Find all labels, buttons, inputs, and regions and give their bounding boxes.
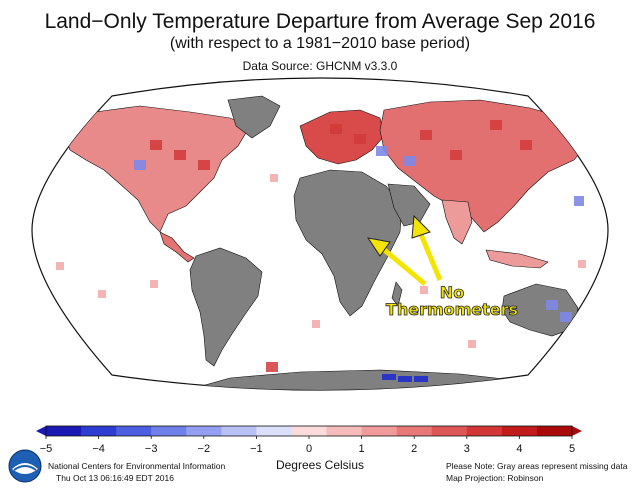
indonesia — [485, 249, 549, 269]
colorbar-ticks: −5 −4 −3 −2 −1 0 1 2 3 4 5 — [40, 436, 575, 455]
colorbar-segment — [431, 426, 468, 436]
colorbar-tick-label: −2 — [198, 443, 211, 455]
greenland — [227, 95, 281, 139]
colorbar-segment — [361, 426, 398, 436]
colorbar — [36, 425, 582, 437]
annotation-line2: Thermometers — [386, 300, 518, 319]
colorbar-tick-label: 3 — [464, 443, 470, 455]
colorbar-arrow-high — [572, 426, 582, 436]
australia — [501, 283, 579, 337]
colorbar-label: Degrees Celsius — [275, 458, 365, 472]
colorbar-segment — [81, 426, 117, 436]
colorbar-tick-label: −4 — [92, 443, 105, 455]
asia — [379, 99, 591, 233]
north-america — [61, 105, 251, 233]
colorbar-tick-label: 1 — [359, 443, 365, 455]
colorbar-tick-label: −5 — [40, 443, 53, 455]
cool-cells — [134, 146, 584, 322]
colorbar-segment — [186, 426, 222, 436]
footer-org: National Centers for Environmental Infor… — [48, 461, 226, 471]
arrow-arabia — [417, 231, 443, 281]
colorbar-tick-label: 0 — [306, 443, 312, 455]
data-source: Data Source: GHCNM v3.3.0 — [242, 59, 398, 73]
colorbar-segment — [501, 426, 538, 436]
africa — [293, 169, 403, 317]
central-america — [159, 231, 195, 263]
colorbar-segment — [396, 426, 433, 436]
footer-left: National Centers for Environmental Infor… — [48, 461, 225, 484]
footer-note: Please Note: Gray areas represent missin… — [446, 461, 628, 471]
india — [441, 199, 473, 245]
colorbar-segment — [291, 426, 328, 436]
warm-cells — [150, 120, 532, 372]
annotation-line1: No — [440, 283, 464, 302]
colorbar-segment — [116, 426, 152, 436]
arrow-africa — [380, 246, 427, 286]
new-zealand — [585, 335, 599, 355]
footer-right: Please Note: Gray areas represent missin… — [446, 461, 632, 484]
colorbar-segment — [326, 426, 363, 436]
colorbar-tick-label: 4 — [516, 443, 522, 455]
colorbar-tick-label: 5 — [569, 443, 575, 455]
colorbar-tick-label: 2 — [411, 443, 417, 455]
colorbar-segment — [256, 426, 292, 436]
colorbar-segment — [46, 426, 82, 436]
colorbar-segment — [466, 426, 503, 436]
ocean-island-cells — [56, 174, 586, 348]
annotation-arrows — [366, 214, 443, 286]
land-layer — [56, 95, 599, 390]
map-title: Land−Only Temperature Departure from Ave… — [44, 10, 596, 33]
colorbar-segment — [536, 426, 573, 436]
colorbar-tick-label: −3 — [145, 443, 158, 455]
colorbar-arrow-low — [36, 426, 46, 436]
noaa-logo-icon — [8, 449, 42, 483]
cool-strong-cells — [382, 374, 428, 382]
footer-projection: Map Projection: Robinson — [446, 472, 544, 483]
madagascar — [391, 281, 403, 307]
colorbar-segment — [221, 426, 257, 436]
map-subtitle: (with respect to a 1981−2010 base period… — [169, 35, 471, 52]
footer-timestamp: Thu Oct 13 06:16:49 EDT 2016 — [56, 472, 174, 483]
south-america — [189, 247, 263, 367]
colorbar-segment — [151, 426, 187, 436]
colorbar-tick-label: −1 — [250, 443, 263, 455]
europe — [299, 109, 385, 165]
